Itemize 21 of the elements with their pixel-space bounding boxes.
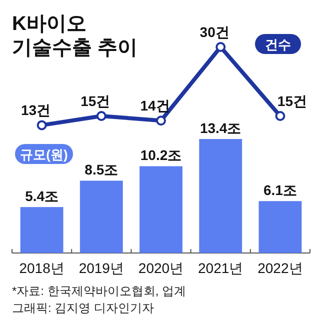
x-tick-label: 2021년: [198, 260, 244, 276]
data-label: 14건: [140, 98, 170, 114]
x-tick-label: 2020년: [138, 260, 184, 276]
data-label: 8.5조: [84, 162, 118, 178]
x-tick-label: 2022년: [258, 260, 303, 276]
series-label: 규모(원): [20, 147, 68, 162]
data-label: 15건: [277, 93, 307, 109]
title: 기술수출 추이: [12, 37, 138, 59]
data-label: 10.2조: [140, 147, 182, 164]
text: 건수: [265, 37, 291, 52]
data-label: 13.4조: [200, 120, 242, 136]
annotation: *자료: 한국제약바이오협회, 업계: [12, 284, 186, 298]
data-label: 30건: [200, 24, 230, 40]
data-label: 6.1조: [263, 182, 297, 198]
annotation: 그래픽: 김지영 디자인기자: [12, 301, 154, 315]
data-label: 13건: [21, 102, 51, 118]
data-label: 5.4조: [25, 188, 59, 204]
data-label: 15건: [80, 93, 110, 109]
x-tick-label: 2019년: [78, 260, 124, 276]
title: K바이오: [12, 13, 86, 35]
x-tick-label: 2018년: [19, 260, 64, 276]
